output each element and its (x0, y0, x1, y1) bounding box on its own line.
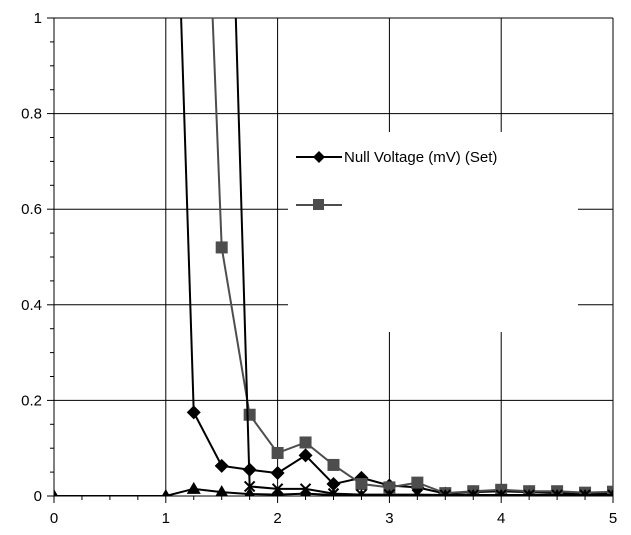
data-point-triangle (469, 489, 478, 496)
series-4 (54, 481, 613, 496)
data-point-triangle (215, 485, 229, 496)
data-point-diamond (270, 466, 285, 481)
data-point-triangle (186, 481, 201, 494)
x-tick-label: 2 (273, 510, 281, 527)
data-point-triangle (553, 489, 562, 496)
data-point-diamond (214, 458, 229, 473)
data-point-triangle (300, 486, 312, 496)
data-point-diamond (326, 477, 341, 492)
data-point-triangle (441, 489, 450, 496)
data-point-square (355, 478, 368, 491)
legend-marker-diamond-icon (313, 151, 325, 163)
data-point-triangle (161, 489, 170, 496)
data-point-triangle (328, 488, 339, 496)
y-tick-label: 0.2 (21, 392, 42, 409)
legend-box (288, 132, 578, 332)
series-layer (54, 18, 613, 496)
x-tick-label: 3 (385, 510, 393, 527)
data-point-triangle (608, 489, 613, 496)
y-tick-label: 0 (34, 488, 42, 505)
tick-labels: 0 1 2 3 4 5 0 0.2 0.4 0.6 0.8 1 (21, 10, 617, 527)
data-point-x (607, 489, 613, 496)
data-point-triangle (357, 489, 366, 496)
data-point-triangle (385, 489, 394, 496)
data-point-x (243, 480, 256, 493)
y-tick-label: 0.8 (21, 106, 42, 123)
data-point-triangle (525, 489, 534, 496)
data-point-square (411, 476, 424, 489)
legend-label-1: Null Voltage (mV) (Set) (344, 149, 497, 166)
data-point-triangle (413, 489, 422, 496)
x-tick-label: 4 (497, 510, 505, 527)
data-point-triangle (244, 487, 255, 496)
series-line (211, 18, 613, 495)
data-point-triangle (497, 489, 506, 496)
y-tick-label: 0.4 (21, 297, 42, 314)
legend-marker-square-icon (313, 199, 324, 210)
data-point-square (271, 446, 284, 459)
data-point-square (299, 436, 312, 449)
legend: Null Voltage (mV) (Set) (288, 132, 578, 332)
data-point-diamond (186, 405, 201, 420)
data-point-triangle (272, 487, 283, 496)
data-point-triangle (580, 489, 590, 496)
y-tick-label: 1 (34, 10, 42, 27)
x-tick-label: 0 (50, 510, 58, 527)
x-tick-label: 5 (609, 510, 617, 527)
x-tick-label: 1 (162, 510, 170, 527)
data-point-square (327, 458, 340, 471)
data-point-square (243, 408, 256, 421)
series-line (54, 487, 613, 496)
y-tick-label: 0.6 (21, 201, 42, 218)
data-point-triangle (54, 489, 59, 496)
data-point-square (215, 241, 228, 254)
data-point-diamond (298, 448, 313, 463)
